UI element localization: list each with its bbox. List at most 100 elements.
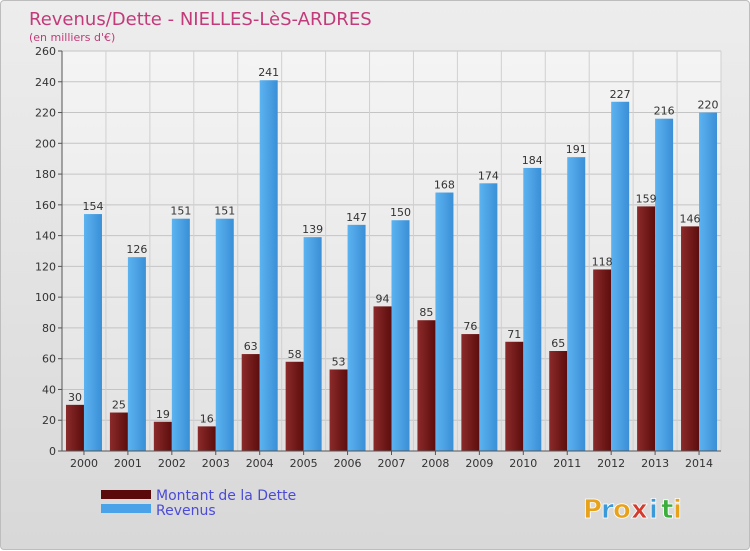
- label-revenus-2006: 147: [346, 211, 367, 224]
- label-dette-2007: 94: [376, 292, 390, 305]
- label-revenus-2002: 151: [170, 205, 191, 218]
- logo-letter: r: [601, 495, 614, 525]
- bar-revenus-2000: [83, 214, 102, 451]
- bar-dette-2014: [681, 226, 700, 451]
- x-tick-label-2014: 2014: [685, 457, 713, 470]
- label-dette-2004: 63: [244, 340, 258, 353]
- x-tick-label-2000: 2000: [70, 457, 98, 470]
- legend: Montant de la Dette Revenus: [101, 488, 296, 519]
- y-tick-label: 20: [42, 414, 56, 427]
- label-dette-2012: 118: [592, 255, 613, 268]
- bar-dette-2011: [549, 351, 568, 451]
- bar-dette-2002: [153, 421, 172, 451]
- bar-revenus-2008: [435, 192, 454, 452]
- label-revenus-2008: 168: [434, 179, 455, 192]
- bar-dette-2006: [329, 369, 348, 451]
- x-tick-label-2011: 2011: [553, 457, 581, 470]
- legend-label-dette: Montant de la Dette: [156, 488, 296, 504]
- label-revenus-2013: 216: [654, 105, 675, 118]
- label-revenus-2001: 126: [126, 243, 147, 256]
- bar-revenus-2003: [215, 218, 234, 451]
- y-tick-label: 200: [35, 137, 56, 150]
- logo-letter: t: [661, 495, 673, 525]
- legend-label-revenus: Revenus: [156, 503, 216, 519]
- label-dette-2009: 76: [463, 320, 477, 333]
- bar-dette-2008: [417, 320, 436, 451]
- x-tick-label-2002: 2002: [158, 457, 186, 470]
- bar-dette-2003: [197, 426, 216, 451]
- bar-revenus-2009: [479, 183, 498, 452]
- x-tick-label-2006: 2006: [334, 457, 362, 470]
- label-revenus-2003: 151: [214, 205, 235, 218]
- label-dette-2008: 85: [419, 306, 433, 319]
- y-tick-label: 140: [35, 230, 56, 243]
- chart-title: Revenus/Dette - NIELLES-LèS-ARDRES: [29, 9, 372, 30]
- x-tick-label-2003: 2003: [202, 457, 230, 470]
- bar-revenus-2013: [655, 118, 674, 451]
- x-tick-label-2007: 2007: [378, 457, 406, 470]
- bar-revenus-2005: [303, 237, 322, 451]
- y-tick-label: 40: [42, 383, 56, 396]
- label-dette-2011: 65: [551, 337, 565, 350]
- bar-dette-2007: [373, 306, 392, 451]
- bar-revenus-2001: [127, 257, 146, 451]
- bar-dette-2009: [461, 334, 480, 451]
- label-dette-2010: 71: [507, 328, 521, 341]
- label-dette-2003: 16: [200, 412, 214, 425]
- y-tick-label: 260: [35, 45, 56, 58]
- bar-layer: [65, 80, 718, 452]
- label-revenus-2007: 150: [390, 206, 411, 219]
- bar-revenus-2007: [391, 220, 410, 451]
- bar-revenus-2012: [611, 101, 630, 452]
- y-tick-label: 0: [49, 445, 56, 458]
- chart-subtitle: (en milliers d'€): [29, 31, 115, 44]
- bar-dette-2001: [109, 412, 128, 451]
- label-revenus-2004: 241: [258, 66, 279, 79]
- y-tick-label: 120: [35, 260, 56, 273]
- label-revenus-2010: 184: [522, 154, 543, 167]
- bar-dette-2005: [285, 361, 304, 451]
- y-tick-label: 220: [35, 107, 56, 120]
- legend-swatch-revenus: [101, 504, 151, 513]
- label-revenus-2005: 139: [302, 223, 323, 236]
- bar-revenus-2010: [523, 167, 542, 451]
- y-tick-label: 180: [35, 168, 56, 181]
- bar-revenus-2004: [259, 80, 278, 451]
- logo-letter: x: [631, 495, 648, 525]
- label-dette-2013: 159: [636, 192, 657, 205]
- y-tick-label: 100: [35, 291, 56, 304]
- label-revenus-2011: 191: [566, 143, 587, 156]
- x-tick-label-2012: 2012: [597, 457, 625, 470]
- y-tick-label: 80: [42, 322, 56, 335]
- x-tick-label-2013: 2013: [641, 457, 669, 470]
- axis-layer: 0 20 40 60 80 100 120 140 160 180 200 220 240 260 2000…: [35, 45, 721, 470]
- label-dette-2014: 146: [680, 212, 701, 225]
- logo-letter: o: [613, 495, 631, 525]
- label-dette-2002: 19: [156, 408, 170, 421]
- label-dette-2005: 58: [288, 348, 302, 361]
- bar-revenus-2014: [699, 112, 718, 452]
- bar-dette-2012: [593, 269, 612, 451]
- logo-letter: P: [583, 495, 602, 525]
- logo-letter: i: [649, 495, 658, 525]
- label-revenus-2009: 174: [478, 169, 499, 182]
- x-tick-label-2009: 2009: [465, 457, 493, 470]
- bar-dette-2004: [241, 354, 260, 451]
- label-revenus-2014: 220: [698, 99, 719, 112]
- x-tick-label-2010: 2010: [509, 457, 537, 470]
- x-tick-label-2005: 2005: [290, 457, 318, 470]
- label-revenus-2000: 154: [82, 200, 103, 213]
- bar-dette-2000: [65, 404, 84, 451]
- label-dette-2000: 30: [68, 391, 82, 404]
- label-layer: 30 154 25 126 19 151 16 151 63 241 58 139 53 147 94 150…: [68, 66, 719, 425]
- logo-letter: i: [673, 495, 682, 525]
- proxiti-logo: Pr o x i t i: [583, 495, 683, 526]
- bar-revenus-2006: [347, 224, 366, 451]
- label-dette-2006: 53: [332, 355, 346, 368]
- y-tick-label: 240: [35, 76, 56, 89]
- bar-dette-2013: [637, 206, 656, 451]
- x-tick-label-2004: 2004: [246, 457, 274, 470]
- legend-swatch-dette: [101, 490, 151, 499]
